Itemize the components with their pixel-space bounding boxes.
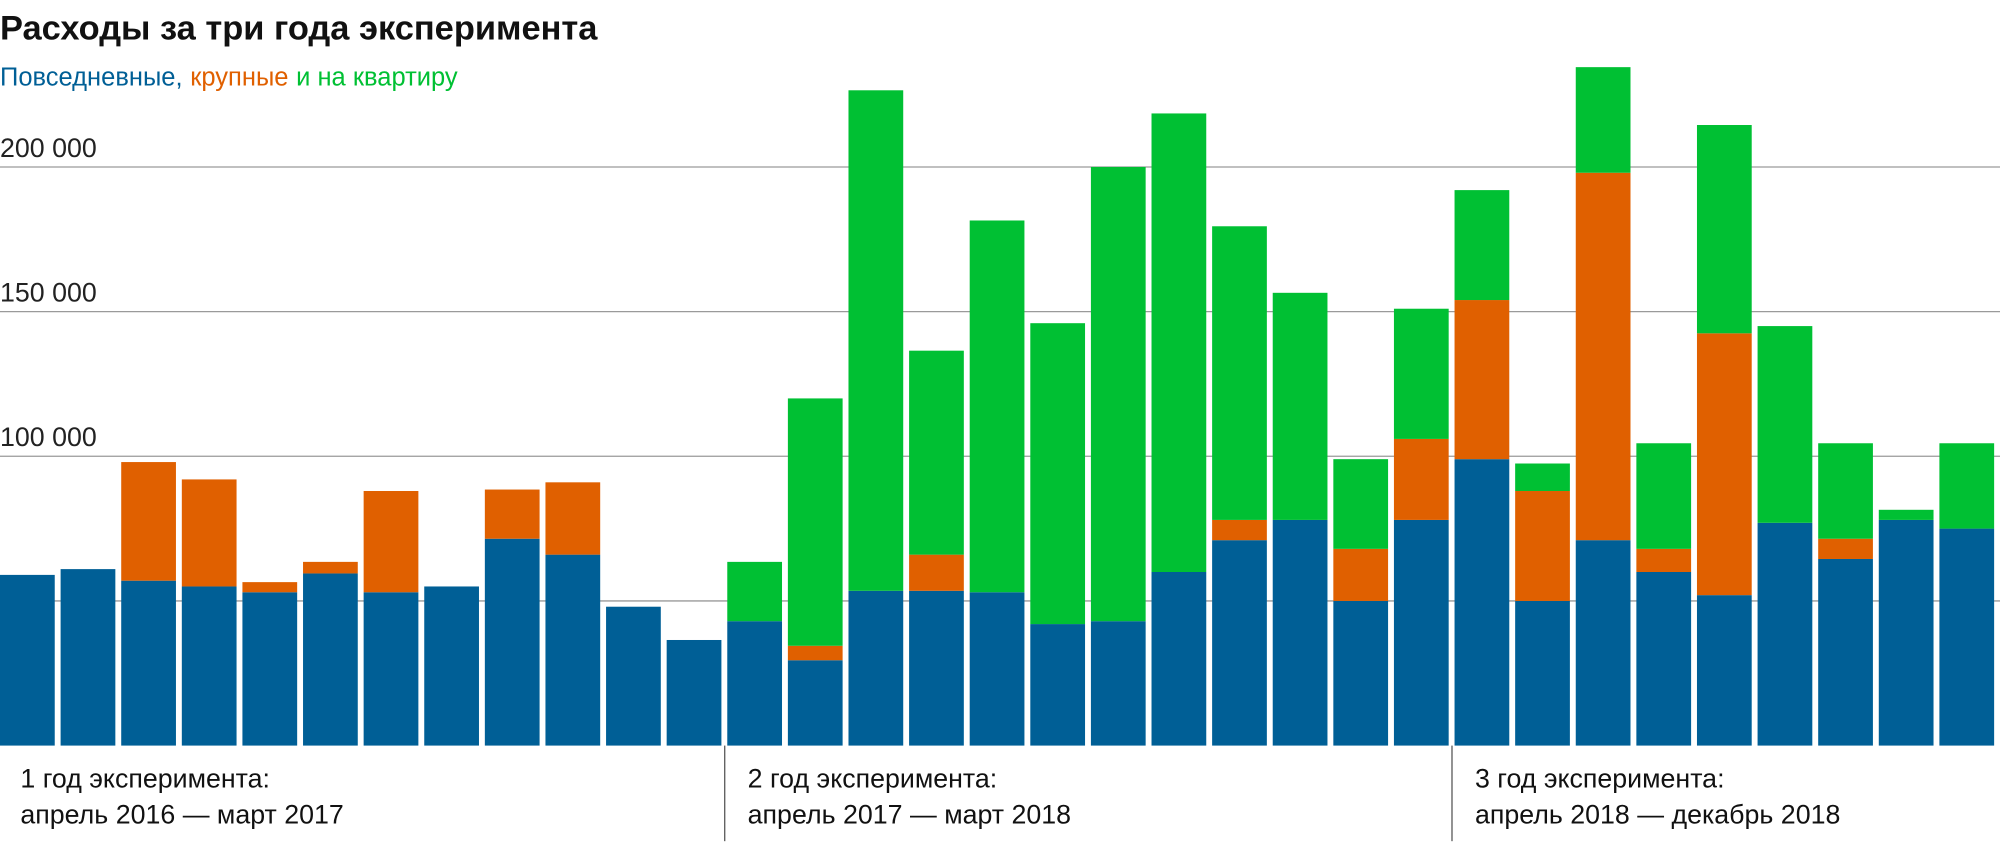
bar-segment bbox=[1090, 621, 1146, 746]
chart-title: Расходы за три года эксперимента bbox=[0, 10, 598, 48]
bar-segment bbox=[1090, 166, 1146, 622]
bar-segment bbox=[727, 621, 783, 746]
bar-segment bbox=[1393, 519, 1449, 746]
bar-segment bbox=[1636, 443, 1692, 549]
bar-segment bbox=[1333, 548, 1389, 601]
group-label: апрель 2016 — март 2017 bbox=[20, 799, 343, 829]
bar-segment bbox=[909, 590, 964, 746]
bar-segment bbox=[1818, 558, 1873, 746]
legend-entry: крупные bbox=[190, 63, 288, 91]
bar-segment bbox=[909, 554, 964, 591]
bar-segment bbox=[727, 561, 783, 622]
bar-segment bbox=[1393, 308, 1449, 439]
bar-segment bbox=[606, 606, 661, 746]
bar-segment bbox=[1272, 292, 1328, 520]
bar-segment bbox=[1757, 522, 1813, 746]
bar-segment bbox=[787, 645, 843, 661]
bar-segment bbox=[1939, 528, 1995, 746]
bar-segment bbox=[424, 586, 479, 746]
bar-segment bbox=[787, 660, 843, 746]
bar-segment bbox=[303, 573, 358, 746]
bar-segment bbox=[1151, 113, 1207, 572]
y-tick-label: 200 000 bbox=[0, 133, 97, 163]
bar-segment bbox=[1575, 172, 1631, 541]
bar-segment bbox=[121, 580, 176, 746]
bar-segment bbox=[484, 489, 540, 539]
bar-segment bbox=[363, 592, 419, 746]
bar-segment bbox=[1696, 333, 1752, 596]
bar-segment bbox=[181, 479, 237, 587]
bar-segment bbox=[181, 586, 237, 746]
bar-segment bbox=[1696, 125, 1752, 334]
bar-segment bbox=[1393, 438, 1449, 520]
bar-segment bbox=[1818, 443, 1873, 539]
bar-segment bbox=[1212, 540, 1267, 746]
groups: 1 год эксперимента: апрель 2016 — март 20… bbox=[20, 745, 1840, 842]
bar-segment bbox=[303, 561, 358, 574]
bar-segment bbox=[666, 639, 722, 746]
group-label: апрель 2017 — март 2018 bbox=[748, 799, 1071, 829]
bar-segment bbox=[969, 592, 1025, 746]
bar-segment bbox=[1454, 459, 1510, 746]
bar-segment bbox=[1333, 459, 1389, 549]
bar-segment bbox=[1272, 519, 1328, 746]
bar-segment bbox=[363, 490, 419, 593]
bar-segment bbox=[1030, 323, 1086, 625]
bar-segment bbox=[1818, 538, 1873, 559]
bar-segment bbox=[242, 582, 298, 593]
grid: 100 000 150 000 200 000 bbox=[0, 133, 2000, 602]
bar-segment bbox=[848, 590, 904, 746]
bar-segment bbox=[545, 482, 601, 555]
bar-segment bbox=[1575, 540, 1631, 746]
bar-segment bbox=[1333, 600, 1389, 746]
group-label: 1 год эксперимента: bbox=[20, 764, 270, 794]
bar-segment bbox=[1515, 463, 1570, 491]
bar-segment bbox=[1575, 67, 1631, 173]
bar-segment bbox=[848, 90, 904, 591]
bar-segment bbox=[1878, 519, 1934, 746]
group-label: 2 год эксперимента: bbox=[748, 764, 998, 794]
y-tick-label: 150 000 bbox=[0, 277, 97, 307]
bar-segment bbox=[1878, 509, 1934, 520]
bar-segment bbox=[909, 350, 964, 555]
bar-segment bbox=[0, 574, 55, 746]
bar-segment bbox=[1636, 548, 1692, 572]
bar-segment bbox=[1151, 572, 1207, 746]
bar-segment bbox=[1696, 595, 1752, 746]
group-label: 3 год эксперимента: bbox=[1475, 764, 1725, 794]
group-label: апрель 2018 — декабрь 2018 bbox=[1475, 799, 1840, 829]
bar-segment bbox=[1030, 624, 1086, 746]
legend-entry: Повседневные, bbox=[0, 63, 183, 91]
bar-segment bbox=[121, 462, 176, 581]
bar-segment bbox=[1515, 600, 1570, 746]
bar-segment bbox=[787, 398, 843, 646]
bars bbox=[0, 67, 1995, 746]
bar-segment bbox=[1454, 300, 1510, 460]
bar-segment bbox=[484, 538, 540, 746]
bar-segment bbox=[1212, 519, 1267, 541]
bar-segment bbox=[1636, 572, 1692, 746]
legend-entry: и на квартиру bbox=[296, 63, 458, 91]
bar-segment bbox=[242, 592, 298, 746]
bar-segment bbox=[969, 220, 1025, 593]
bar-segment bbox=[1939, 443, 1995, 529]
legend: Повседневные, крупные и на квартиру bbox=[0, 63, 458, 91]
bar-segment bbox=[545, 554, 601, 746]
bar-segment bbox=[1454, 190, 1510, 301]
y-tick-label: 100 000 bbox=[0, 422, 97, 452]
bar-segment bbox=[1212, 226, 1267, 520]
bar-segment bbox=[60, 569, 116, 746]
bar-segment bbox=[1757, 326, 1813, 523]
bar-segment bbox=[1515, 490, 1570, 601]
